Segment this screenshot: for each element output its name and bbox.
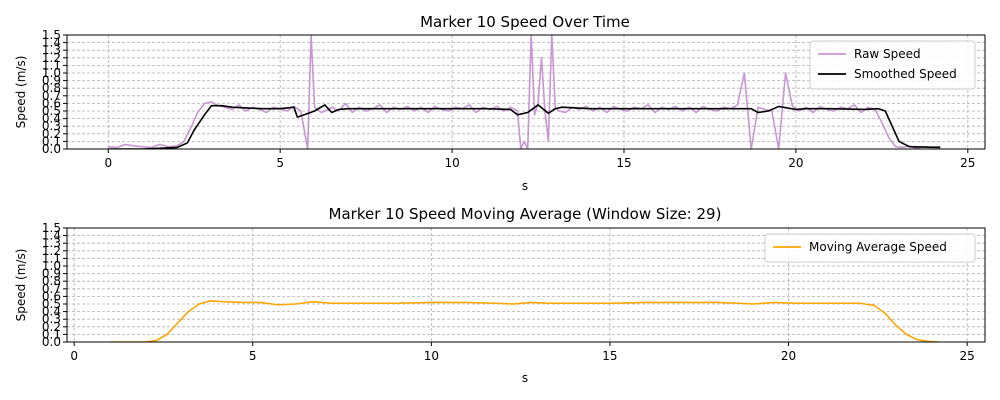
series-raw-speed-line	[108, 35, 941, 149]
y-tick-label: 1.5	[42, 221, 61, 235]
legend-box	[764, 233, 976, 263]
x-tick-label: 20	[788, 156, 803, 170]
plot-frame	[66, 34, 986, 150]
y-tick-label: 0.8	[42, 81, 61, 95]
x-tick-label: 0	[104, 156, 112, 170]
y-tick-label: 0.5	[42, 297, 61, 311]
y-axis-title: Speed (m/s)	[14, 56, 28, 129]
legend-label-moving-average-speed: Moving Average Speed	[809, 240, 947, 254]
x-tick-label: 20	[781, 349, 796, 363]
y-tick-label: 1.5	[42, 28, 61, 42]
y-axis-title: Speed (m/s)	[14, 249, 28, 322]
x-axis-ticks: 0 5 10 15 20 25	[70, 342, 975, 363]
y-tick-label: 0.4	[42, 305, 61, 319]
y-tick-label: 1.4	[42, 36, 61, 50]
y-tick-label: 1.1	[42, 251, 61, 265]
y-tick-label: 1.0	[42, 259, 61, 273]
x-tick-label: 10	[444, 156, 459, 170]
legend-box	[809, 40, 976, 90]
legend-label-raw-speed: Raw Speed	[854, 47, 921, 61]
y-tick-label: 0.2	[42, 320, 61, 334]
y-tick-label: 0.0	[42, 142, 61, 156]
y-tick-label: 0.9	[42, 267, 61, 281]
y-tick-label: 0.6	[42, 96, 61, 110]
x-tick-label: 15	[602, 349, 617, 363]
series-layer	[108, 35, 941, 149]
x-tick-label: 10	[424, 349, 439, 363]
y-tick-label: 0.7	[42, 282, 61, 296]
y-tick-label: 0.3	[42, 119, 61, 133]
x-tick-label: 5	[276, 156, 284, 170]
y-tick-label: 0.1	[42, 134, 61, 148]
series-moving-average-speed-line	[109, 300, 939, 342]
y-axis-ticks: 0.00.10.20.30.40.50.60.70.80.91.01.11.21…	[42, 28, 67, 156]
y-tick-label: 0.2	[42, 127, 61, 141]
chart-title: Marker 10 Speed Over Time	[420, 13, 630, 31]
y-tick-label: 0.3	[42, 312, 61, 326]
chart-moving-average: Marker 10 Speed Moving Average (Window S…	[14, 205, 986, 385]
x-tick-label: 25	[959, 349, 974, 363]
x-tick-label: 25	[960, 156, 975, 170]
y-tick-label: 1.3	[42, 236, 61, 250]
y-tick-label: 0.5	[42, 104, 61, 118]
y-tick-label: 1.4	[42, 229, 61, 243]
legend: Raw Speed Smoothed Speed	[809, 40, 976, 90]
plot-frame	[66, 227, 986, 343]
x-tick-label: 15	[616, 156, 631, 170]
series-smoothed-speed-line	[108, 104, 941, 149]
chart-speed-over-time: Marker 10 Speed Over Time 0 5 10 15 20 25 0.0…	[14, 13, 986, 193]
y-tick-label: 0.8	[42, 274, 61, 288]
x-axis-ticks: 0 5 10 15 20 25	[104, 149, 975, 170]
y-tick-label: 0.1	[42, 327, 61, 341]
y-tick-label: 1.3	[42, 43, 61, 57]
legend-label-smoothed-speed: Smoothed Speed	[854, 67, 957, 81]
y-tick-label: 1.2	[42, 244, 61, 258]
y-tick-label: 0.4	[42, 112, 61, 126]
y-tick-label: 0.6	[42, 289, 61, 303]
y-tick-label: 0.9	[42, 74, 61, 88]
y-tick-label: 0.0	[42, 335, 61, 349]
chart-title: Marker 10 Speed Moving Average (Window S…	[329, 205, 722, 223]
x-axis-title: s	[522, 179, 528, 193]
legend: Moving Average Speed	[764, 233, 976, 263]
x-axis-title: s	[522, 371, 528, 385]
x-tick-label: 0	[70, 349, 78, 363]
y-tick-label: 1.2	[42, 51, 61, 65]
y-tick-label: 1.0	[42, 66, 61, 80]
series-layer	[109, 300, 939, 342]
y-tick-label: 1.1	[42, 58, 61, 72]
y-axis-ticks: 0.00.10.20.30.40.50.60.70.80.91.01.11.21…	[42, 221, 67, 349]
y-tick-label: 0.7	[42, 89, 61, 103]
x-tick-label: 5	[249, 349, 257, 363]
